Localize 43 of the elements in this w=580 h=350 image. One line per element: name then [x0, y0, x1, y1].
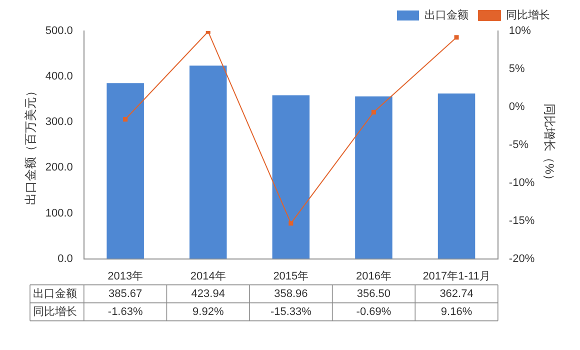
point [454, 35, 459, 40]
bar [355, 96, 392, 259]
y2-axis-title: 同比增长（%） [542, 104, 556, 186]
y-tick-label: 200.0 [45, 162, 73, 174]
bar [106, 83, 144, 259]
y-axis-title: 出口金额（百万美元） [24, 84, 38, 205]
legend-label: 同比增长 [506, 8, 550, 22]
y2-tick-label: 0% [508, 100, 526, 113]
data-label: 385.67 [108, 288, 142, 300]
x-tick-label: 2013年 [108, 270, 144, 282]
bar [438, 94, 476, 259]
data-label: 358.96 [274, 288, 308, 300]
data-label: 9.92% [192, 306, 224, 318]
bar [189, 66, 227, 259]
data-label: -1.63% [108, 306, 143, 318]
y-tick-label: 300.0 [45, 116, 73, 128]
point [288, 221, 294, 226]
data-label: 423.94 [191, 288, 225, 300]
y-tick-label: 500.0 [45, 25, 73, 38]
legend-label: 出口金额 [424, 8, 468, 22]
x-tick-label: 2014年 [190, 270, 226, 282]
x-tick-label: 2016年 [356, 270, 392, 282]
text: 同比增长 [33, 306, 77, 318]
y2-tick-label: 5% [508, 63, 526, 75]
y-tick-label: 400.0 [45, 70, 73, 83]
data-label: 9.16% [440, 306, 472, 318]
x-tick-label: 2017年1-11月 [422, 270, 490, 282]
y2-tick-label: -15% [508, 214, 535, 227]
point [123, 117, 128, 122]
point [371, 110, 376, 114]
y2-tick-label: -5% [508, 138, 529, 151]
text: 出口金额 [33, 288, 77, 300]
bar [272, 95, 310, 259]
y-tick-label: 100.0 [45, 207, 73, 220]
data-label: -0.69% [356, 306, 392, 318]
data-label: -15.33% [270, 306, 312, 318]
y-tick-label: 0.0 [58, 252, 73, 265]
y2-tick-label: -10% [508, 176, 535, 189]
x-tick-label: 2015年 [273, 270, 309, 282]
y2-tick-label: 10% [508, 25, 532, 38]
y2-tick-label: -20% [508, 252, 535, 265]
data-label: 356.50 [356, 288, 391, 300]
data-label: 362.74 [440, 288, 474, 300]
